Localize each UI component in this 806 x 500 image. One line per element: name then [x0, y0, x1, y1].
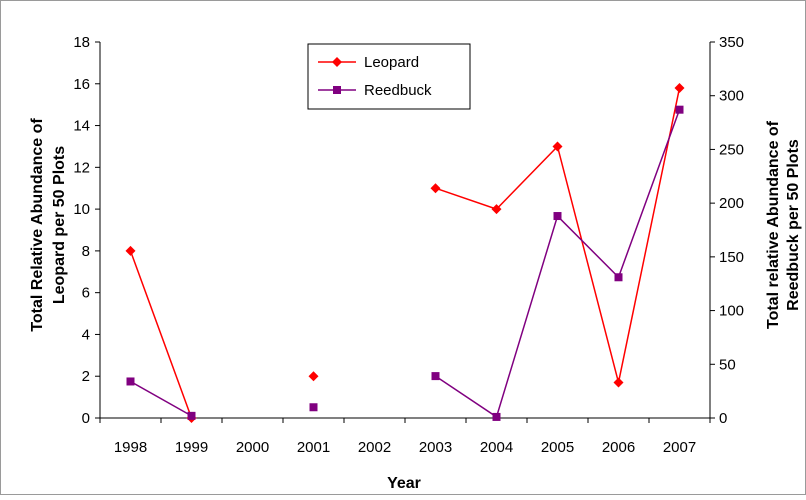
data-point-reedbuck: [614, 273, 623, 282]
right-y-tick-label: 50: [719, 356, 736, 373]
data-point-reedbuck: [431, 372, 440, 381]
data-point-leopard: [613, 377, 624, 388]
x-tick-label: 2000: [236, 439, 269, 456]
data-point-reedbuck: [492, 412, 501, 421]
legend-label-leopard: Leopard: [364, 54, 419, 71]
right-y-tick-label: 0: [719, 410, 727, 427]
right-y-tick-label: 200: [719, 195, 744, 212]
x-tick-label: 1998: [114, 439, 147, 456]
x-tick-label: 2005: [541, 439, 574, 456]
x-tick-label: 1999: [175, 439, 208, 456]
left-axis-title-line-1: Total Relative Abundance of: [29, 118, 46, 332]
legend-entry-reedbuck: Reedbuck: [318, 82, 432, 99]
data-point-reedbuck: [553, 212, 562, 221]
left-y-tick-label: 6: [82, 285, 90, 302]
x-tick-label: 2001: [297, 439, 330, 456]
x-tick-label: 2006: [602, 439, 635, 456]
left-y-tick-label: 0: [82, 410, 90, 427]
legend-box: [307, 43, 471, 110]
x-tick-label: 2002: [358, 439, 391, 456]
axis-titles: Year Total Relative Abundance of Leopard…: [29, 118, 802, 492]
data-point-reedbuck: [675, 105, 684, 114]
data-point-leopard: [491, 204, 502, 215]
data-point-reedbuck: [309, 403, 318, 412]
x-tick-label: 2003: [419, 439, 452, 456]
right-axis-title-line-2: Reedbuck per 50 Plots: [785, 139, 802, 311]
legend-marker-reedbuck: [333, 86, 341, 94]
data-point-leopard: [430, 183, 441, 194]
data-point-reedbuck: [126, 377, 135, 386]
left-y-tick-label: 12: [73, 159, 90, 176]
data-point-reedbuck: [187, 411, 196, 420]
legend-entry-leopard: Leopard: [318, 54, 419, 71]
right-axis-title-line-1: Total relative Abundance of: [765, 120, 782, 329]
data-point-leopard: [674, 82, 685, 93]
x-axis-title: Year: [387, 475, 421, 492]
left-y-tick-label: 14: [73, 118, 90, 135]
legend: Leopard Reedbuck: [307, 43, 471, 110]
right-y-tick-label: 100: [719, 303, 744, 320]
legend-marker-leopard: [332, 57, 342, 67]
left-y-tick-label: 4: [82, 326, 90, 343]
data-point-leopard: [125, 245, 136, 256]
right-y-tick-label: 300: [719, 88, 744, 105]
x-tick-label: 2007: [663, 439, 696, 456]
series-line-leopard: [129, 250, 193, 419]
series-markers: [125, 82, 685, 423]
right-y-tick-label: 350: [719, 34, 744, 51]
data-point-leopard: [552, 141, 563, 152]
left-y-tick-label: 2: [82, 368, 90, 385]
axes: 0 2 4 6 8 10 12 14 16 18 0 50 100 150 200 250 300 350 1998…: [73, 34, 744, 456]
left-axis-title-line-2: Leopard per 50 Plots: [51, 146, 68, 304]
right-y-tick-label: 250: [719, 141, 744, 158]
data-point-leopard: [308, 371, 319, 382]
legend-label-reedbuck: Reedbuck: [364, 82, 432, 99]
left-y-tick-label: 18: [73, 34, 90, 51]
series-line-reedbuck: [130, 380, 192, 417]
x-tick-label: 2004: [480, 439, 513, 456]
left-y-tick-label: 16: [73, 76, 90, 93]
left-y-tick-label: 8: [82, 243, 90, 260]
left-y-tick-label: 10: [73, 201, 90, 218]
right-y-tick-label: 150: [719, 249, 744, 266]
